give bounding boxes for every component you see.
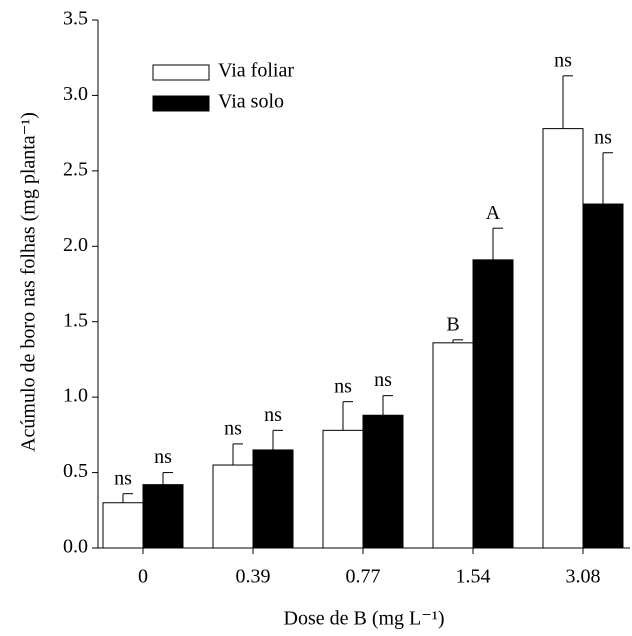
bar — [102, 502, 144, 549]
bar — [212, 464, 254, 549]
annotation: ns — [154, 446, 172, 468]
annotation: ns — [374, 369, 392, 391]
bar — [252, 449, 294, 549]
bar — [322, 429, 364, 549]
x-tick-label: 0.77 — [346, 566, 381, 588]
x-tick-label: 1.54 — [456, 566, 491, 588]
bar — [472, 259, 514, 549]
x-axis-label: Dose de B (mg L⁻¹) — [284, 608, 445, 630]
bar — [582, 203, 624, 549]
annotation: ns — [334, 375, 352, 397]
x-tick-label: 0.39 — [236, 566, 271, 588]
legend-swatch — [152, 95, 210, 112]
x-tick-label: 3.08 — [566, 566, 601, 588]
bar — [542, 128, 584, 549]
y-tick-label: 3.5 — [63, 8, 88, 30]
y-axis-label: Acúmulo de boro nas folhas (mg planta⁻¹) — [18, 112, 40, 452]
annotation: B — [446, 313, 459, 335]
x-tick-label: 0 — [138, 566, 148, 588]
bar — [142, 484, 184, 549]
y-tick-label: 3.0 — [63, 83, 88, 105]
annotation: ns — [224, 418, 242, 440]
annotation: ns — [264, 404, 282, 426]
y-tick-label: 1.5 — [63, 309, 88, 331]
bar — [432, 342, 474, 549]
annotation: ns — [114, 467, 132, 489]
y-tick-label: 2.0 — [63, 234, 88, 256]
y-tick-label: 0.5 — [63, 460, 88, 482]
legend-swatch — [152, 64, 210, 81]
legend-label: Via solo — [218, 91, 284, 113]
y-tick-label: 1.0 — [63, 385, 88, 407]
y-tick-label: 0.0 — [63, 536, 88, 558]
annotation: ns — [554, 49, 572, 71]
annotation: A — [486, 202, 501, 224]
bar — [362, 414, 404, 549]
annotation: ns — [594, 126, 612, 148]
y-tick-label: 2.5 — [63, 158, 88, 180]
legend-label: Via foliar — [218, 60, 294, 82]
